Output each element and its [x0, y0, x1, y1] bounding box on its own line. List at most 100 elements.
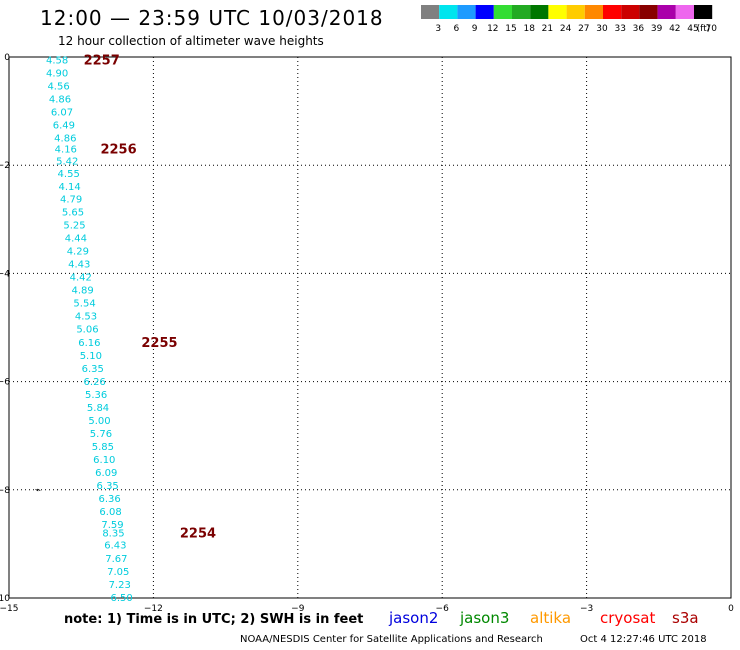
footer-note: note: 1) Time is in UTC; 2) SWH is in fe…: [64, 612, 364, 627]
wave-height-point: 5.00: [88, 416, 110, 427]
wave-height-point: 5.42: [56, 156, 78, 167]
color-scale-label: 12: [487, 24, 498, 34]
color-scale-swatch: [421, 5, 440, 19]
wave-height-point: 5.65: [62, 208, 84, 219]
color-scale-swatch: [439, 5, 458, 19]
color-scale-label: 3: [435, 24, 441, 34]
wave-height-point: 5.84: [87, 403, 109, 414]
y-tick-label: −10: [0, 594, 10, 604]
wave-height-point: 5.25: [63, 221, 85, 232]
track-marker-icon: ⌁: [35, 485, 41, 496]
wave-height-point: 6.09: [95, 468, 117, 479]
wave-height-point: 4.29: [67, 247, 89, 258]
time-label: 2256: [100, 142, 136, 157]
color-scale-swatch: [475, 5, 494, 19]
y-tick-label: 0: [4, 53, 10, 63]
time-label: 2257: [84, 54, 120, 69]
color-scale-swatch: [584, 5, 603, 19]
wave-height-point: 6.50: [110, 593, 132, 604]
x-tick-label: −6: [436, 604, 450, 614]
credit-text: NOAA/NESDIS Center for Satellite Applica…: [240, 634, 543, 645]
wave-height-point: 4.16: [55, 144, 77, 155]
color-scale-unit: (ft): [697, 24, 711, 34]
wave-height-point: 6.10: [93, 455, 115, 466]
timestamp-text: Oct 4 12:27:46 UTC 2018: [580, 634, 707, 645]
satellite-jason3: jason3: [460, 609, 510, 627]
wave-height-point: 4.86: [54, 134, 76, 145]
plot-frame: [8, 56, 732, 599]
chart-subtitle: 12 hour collection of altimeter wave hei…: [58, 34, 324, 48]
color-scale-swatch: [621, 5, 640, 19]
wave-height-point: 6.16: [78, 338, 100, 349]
color-scale-label: 36: [633, 24, 645, 34]
x-tick-label: −9: [291, 604, 305, 614]
x-tick-label: −3: [580, 604, 593, 614]
wave-height-point: 4.55: [58, 169, 80, 180]
wave-height-point: 4.43: [68, 260, 90, 271]
color-scale-label: 42: [669, 24, 680, 34]
color-scale-label: 24: [560, 24, 572, 34]
wave-height-point: 6.43: [104, 540, 126, 551]
wave-height-point: 7.59: [101, 520, 123, 531]
color-scale-swatch: [657, 5, 676, 19]
wave-height-point: 7.67: [105, 554, 127, 565]
color-scale-swatch: [639, 5, 658, 19]
color-scale-label: 9: [472, 24, 478, 34]
color-scale-swatch: [603, 5, 622, 19]
color-scale-swatch: [548, 5, 567, 19]
color-scale-label: 18: [523, 24, 535, 34]
satellite-cryosat: cryosat: [600, 609, 656, 627]
color-scale-label: 45: [687, 24, 698, 34]
color-scale-label: 30: [596, 24, 608, 34]
wave-height-point: 4.44: [65, 234, 87, 245]
color-scale-label: 21: [542, 24, 553, 34]
satellite-altika: altika: [530, 609, 572, 627]
wave-height-point: 4.58: [46, 56, 68, 67]
color-scale-label: 6: [454, 24, 460, 34]
wave-height-point: 5.85: [92, 442, 114, 453]
wave-height-point: 6.49: [53, 121, 75, 132]
color-scale-swatch: [566, 5, 585, 19]
wave-height-point: 6.08: [99, 507, 121, 518]
wave-height-point: 5.54: [73, 299, 95, 310]
wave-height-point: 4.14: [59, 182, 81, 193]
color-scale-swatch: [493, 5, 512, 19]
wave-height-point: 4.53: [75, 312, 97, 323]
wave-height-point: 5.10: [80, 351, 102, 362]
y-tick-label: −4: [0, 269, 10, 279]
wave-height-point: 6.35: [97, 481, 119, 492]
wave-height-point: 6.07: [51, 108, 73, 119]
wave-height-point: 5.36: [85, 390, 107, 401]
color-scale-label: 39: [651, 24, 663, 34]
wave-height-point: 5.76: [90, 429, 112, 440]
satellite-jason2: jason2: [389, 609, 439, 627]
y-tick-label: −6: [0, 378, 10, 388]
y-tick-label: −2: [0, 161, 10, 171]
time-label: 2254: [180, 527, 216, 542]
color-scale-label: 70: [705, 24, 717, 34]
x-tick-label: −12: [144, 604, 163, 614]
color-scale-swatch: [694, 5, 713, 19]
wave-height-point: 6.36: [98, 494, 120, 505]
color-scale-swatch: [530, 5, 549, 19]
color-scale-label: 27: [578, 24, 589, 34]
color-scale-legend: 3 6 9 12 15 18 21 24 27 30 33 36 39 42 45 70(ft): [421, 5, 717, 34]
x-tick-label: 0: [728, 604, 734, 614]
color-scale-swatch: [675, 5, 694, 19]
wave-height-point: 4.89: [72, 286, 94, 297]
y-tick-label: −8: [0, 486, 10, 496]
wave-height-point: 6.35: [82, 364, 104, 375]
wave-height-point: 7.05: [107, 567, 129, 578]
chart-title: 12:00 — 23:59 UTC 10/03/2018: [40, 6, 384, 30]
satellite-s3a: s3a: [672, 609, 699, 627]
wave-height-point: 5.06: [76, 325, 98, 336]
wave-height-point: 4.86: [49, 95, 71, 106]
color-scale-swatch: [512, 5, 531, 19]
wave-height-point: 4.56: [47, 82, 69, 93]
time-label: 2255: [141, 336, 177, 351]
x-tick-label: −15: [0, 604, 19, 614]
color-scale-label: 33: [614, 24, 625, 34]
wave-height-point: 4.79: [60, 195, 82, 206]
wave-height-point: 4.90: [46, 69, 68, 80]
